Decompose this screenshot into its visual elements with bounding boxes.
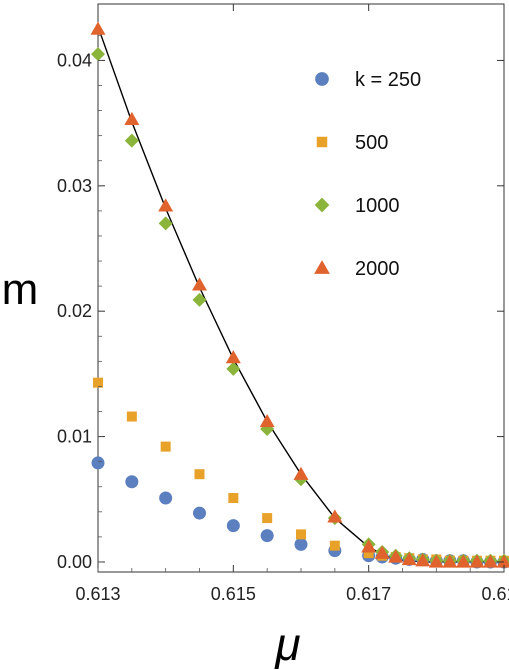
legend-label: 500 bbox=[355, 132, 388, 154]
data-point bbox=[296, 529, 306, 540]
tick-layer: 0.613 0.615 0.617 0.619 0.00 0.01 0.02 0.03 0.04 bbox=[57, 4, 509, 604]
legend-label: 2000 bbox=[355, 258, 400, 280]
legend-marker bbox=[316, 136, 328, 148]
data-point bbox=[125, 475, 139, 489]
series-4 bbox=[90, 21, 509, 568]
data-point bbox=[124, 111, 140, 125]
data-point bbox=[455, 554, 471, 568]
data-point bbox=[415, 553, 431, 567]
legend-label: 1000 bbox=[355, 195, 400, 217]
plot-area-border bbox=[97, 3, 505, 573]
data-point bbox=[496, 554, 509, 568]
legend-marker bbox=[314, 197, 330, 213]
data-point bbox=[469, 554, 485, 568]
legend-marker bbox=[315, 72, 329, 86]
data-point bbox=[259, 414, 275, 428]
data-point bbox=[260, 529, 274, 543]
x-axis-title: μ bbox=[274, 618, 300, 670]
y-axis-title: m bbox=[2, 265, 39, 314]
x-tick-label: 0.617 bbox=[346, 584, 391, 604]
x-tick-label: 0.619 bbox=[481, 584, 509, 604]
data-point bbox=[91, 47, 105, 62]
data-point bbox=[192, 277, 207, 291]
data-point bbox=[226, 519, 240, 533]
data-point bbox=[126, 411, 137, 422]
x-tick-label: 0.613 bbox=[75, 584, 120, 604]
data-point bbox=[327, 509, 343, 523]
data-point bbox=[293, 466, 309, 480]
data-point bbox=[225, 350, 241, 364]
data-point bbox=[388, 549, 404, 563]
legend-marker bbox=[314, 260, 330, 274]
data-point bbox=[228, 493, 239, 504]
data-point bbox=[158, 216, 173, 231]
data-point bbox=[374, 545, 390, 559]
data-point bbox=[192, 292, 207, 307]
y-tick-label: 0.03 bbox=[57, 176, 92, 196]
data-point bbox=[482, 554, 498, 568]
legend-label: k = 250 bbox=[355, 69, 421, 91]
data-point bbox=[158, 198, 174, 212]
y-tick-label: 0.01 bbox=[57, 427, 92, 447]
legend: k = 250 500 1000 2000 bbox=[314, 69, 421, 280]
data-point bbox=[90, 21, 106, 35]
data-point bbox=[91, 456, 105, 470]
y-tick-label: 0.04 bbox=[57, 50, 92, 70]
data-point bbox=[194, 469, 205, 480]
data-point bbox=[226, 361, 241, 376]
series-3 bbox=[91, 47, 509, 568]
x-tick-label: 0.615 bbox=[211, 584, 256, 604]
plot-frame bbox=[97, 3, 505, 573]
data-point bbox=[262, 513, 273, 524]
fit-curve-layer bbox=[97, 26, 504, 563]
data-point bbox=[442, 554, 458, 568]
data-point bbox=[294, 537, 308, 551]
data-point bbox=[193, 506, 206, 520]
data-point bbox=[401, 551, 417, 566]
data-point bbox=[159, 491, 173, 505]
data-point bbox=[361, 539, 377, 553]
data-point bbox=[93, 377, 103, 388]
data-point bbox=[124, 133, 139, 148]
y-tick-label: 0.02 bbox=[57, 301, 92, 321]
data-point bbox=[428, 554, 444, 568]
y-tick-label: 0.00 bbox=[57, 552, 92, 572]
data-point bbox=[329, 540, 340, 551]
fit-curve bbox=[97, 26, 504, 563]
data-point bbox=[363, 548, 374, 559]
data-point bbox=[160, 441, 171, 452]
data-points-layer bbox=[90, 21, 509, 569]
